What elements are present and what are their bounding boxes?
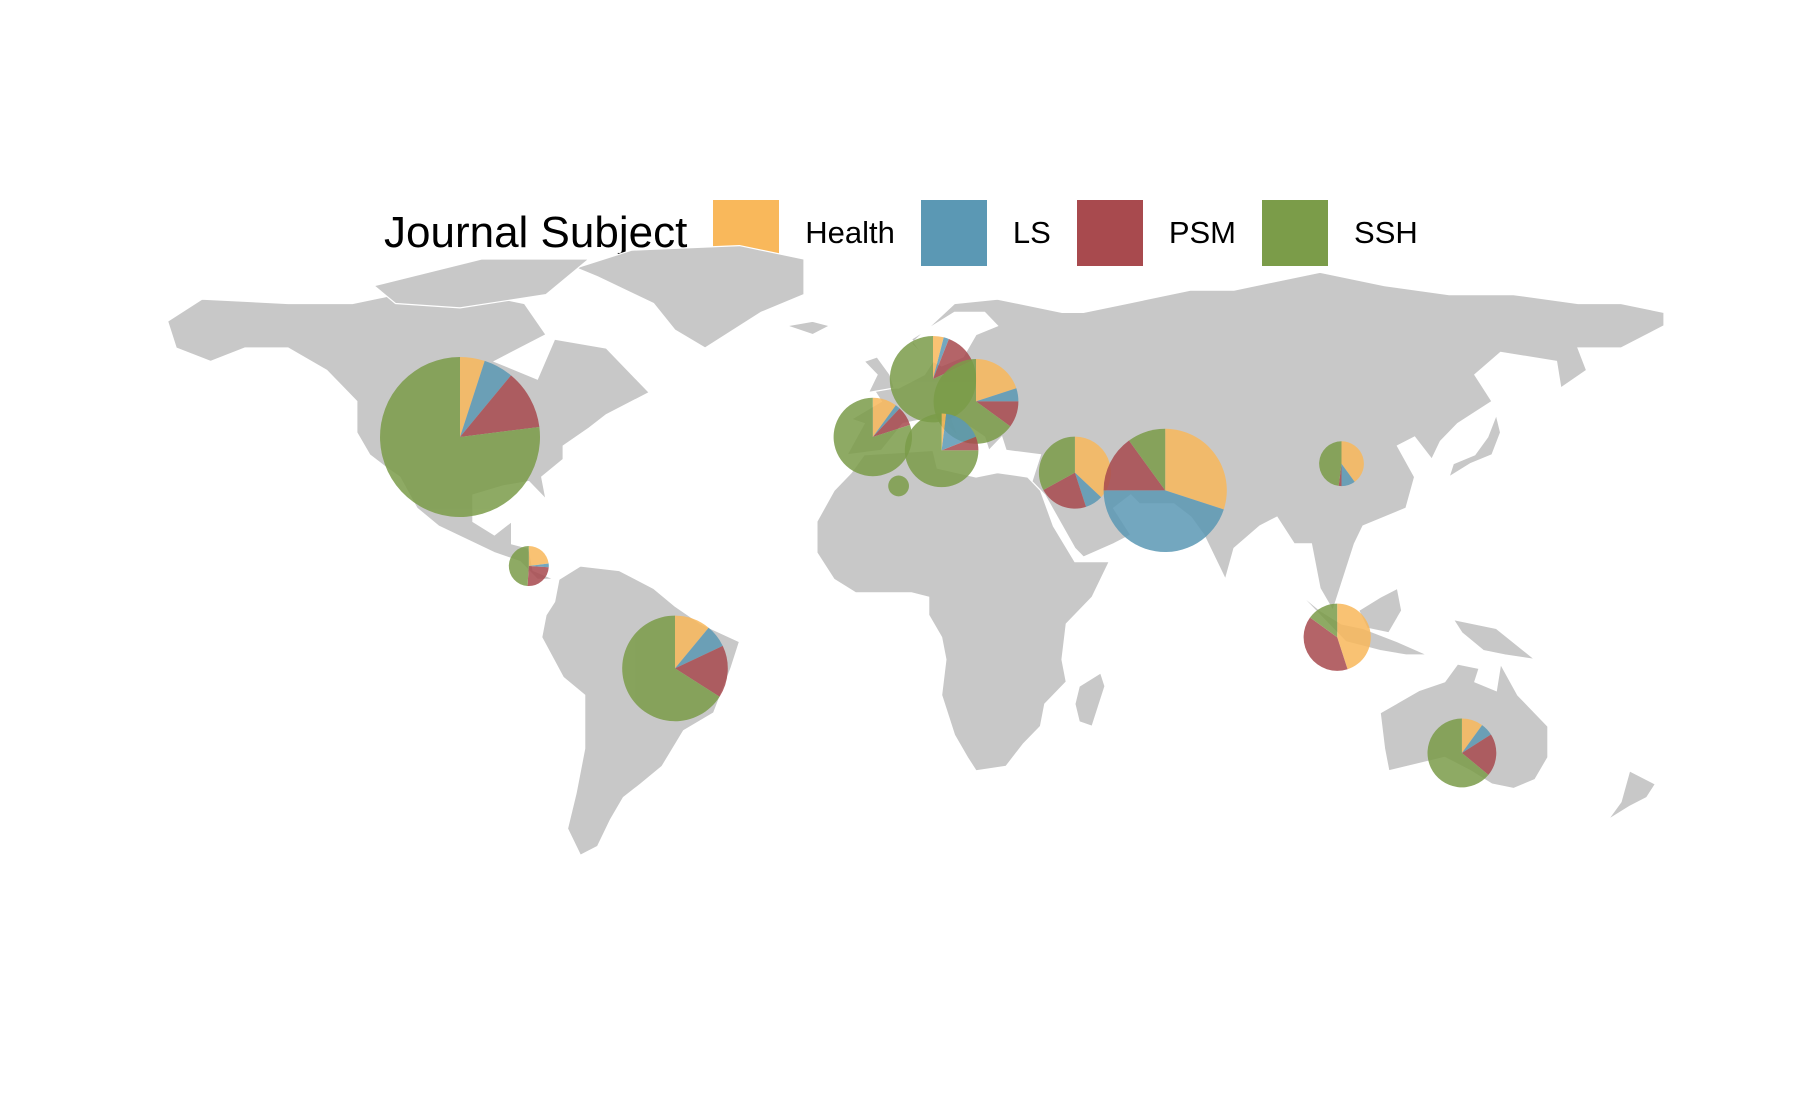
pie-slice-united-states-ssh [380,357,541,517]
pie-slice-iran-ssh [1038,436,1075,490]
pie-slice-australia-ls [1461,725,1491,753]
land-japan [1447,412,1502,479]
land-africa [816,449,1111,772]
pie-slice-central-america-ls [528,563,549,568]
pie-slice-brazil-ls [675,627,723,669]
pie-slice-poland-psm [976,401,1019,427]
pie-algeria [888,475,909,497]
pie-slice-italy-health [941,413,947,451]
pie-slice-india-ls [1103,490,1224,553]
land-iceland [786,320,832,336]
pie-iran [1038,436,1111,509]
pie-slice-united-states-psm [460,375,540,437]
land-madagascar [1074,671,1106,728]
pie-slice-iran-ls [1074,472,1102,507]
pie-india [1103,428,1227,553]
pie-slice-brazil-ssh [622,615,720,722]
pie-slice-indonesia-ssh [1310,603,1338,638]
pie-italy [904,413,979,488]
pie-slice-spain-ls [872,405,900,437]
land-uk [863,356,896,394]
pie-slice-central-america-psm [527,566,549,587]
pie-slice-central-america-ssh [508,546,529,587]
legend-swatch-ls [920,200,987,266]
pie-slice-iran-psm [1043,472,1087,509]
pie-slice-china-ssh [1319,441,1342,486]
legend-item-ls: LS [920,200,1051,266]
pie-slice-australia-psm [1461,734,1497,775]
legend-label-psm: PSM [1168,215,1237,250]
pie-indonesia [1303,603,1371,671]
pie-slice-central-america-health [528,546,549,567]
pie-brazil [622,615,728,722]
legend-label-ssh: SSH [1354,215,1418,250]
pie-united-states [380,357,541,517]
pie-slice-spain-psm [872,408,911,437]
pie-slice-united-states-ls [460,360,511,437]
pie-slice-spain-health [872,397,896,437]
pie-slice-germany-psm [933,338,973,380]
pie-slice-italy-ssh [904,413,979,488]
pie-china [1319,441,1364,487]
pie-slice-indonesia-health [1337,603,1371,670]
legend-label-health: Health [805,215,895,250]
legend-item-ssh: SSH [1262,200,1418,266]
pie-slice-brazil-psm [675,645,728,697]
pie-australia [1427,718,1497,788]
pie-slice-australia-health [1461,718,1483,753]
legend-swatch-ssh [1262,200,1329,266]
pie-slice-indonesia-psm [1303,617,1348,671]
pie-slice-india-health [1165,428,1227,510]
land-greenland [574,244,805,349]
pie-slice-india-ssh [1128,428,1166,491]
pie-slice-poland-ls [976,388,1019,402]
legend-item-psm: PSM [1076,200,1237,266]
land-new-guinea [1452,618,1538,661]
pie-slice-germany-ls [933,337,949,380]
pie-slice-spain-ssh [833,397,912,477]
pie-slice-italy-psm [941,436,979,451]
legend-label-ls: LS [1012,215,1051,250]
pie-slice-australia-ssh [1427,718,1489,788]
pie-slice-algeria-ssh [888,475,909,497]
legend: Journal Subject Health LS PSM SSH [384,198,1444,268]
pie-slice-china-ls [1341,463,1355,487]
pie-layer [380,335,1497,788]
legend-swatch-psm [1076,200,1143,266]
land-south-america [541,565,741,857]
land-arctic-islands [372,258,591,309]
pie-slice-poland-health [976,359,1017,402]
pie-slice-united-states-health [460,357,485,437]
pie-slice-italy-ls [941,413,976,451]
pie-slice-brazil-health [675,615,709,669]
pie-slice-india-psm [1103,440,1166,491]
legend-title: Journal Subject [384,208,688,257]
pie-slice-germany-health [933,335,944,380]
pie-central-america [508,546,549,587]
pie-spain [833,397,912,477]
pie-slice-china-psm [1338,463,1342,487]
land-new-zealand [1607,769,1657,821]
pie-slice-iran-health [1074,436,1111,498]
pie-slice-china-health [1341,441,1364,482]
